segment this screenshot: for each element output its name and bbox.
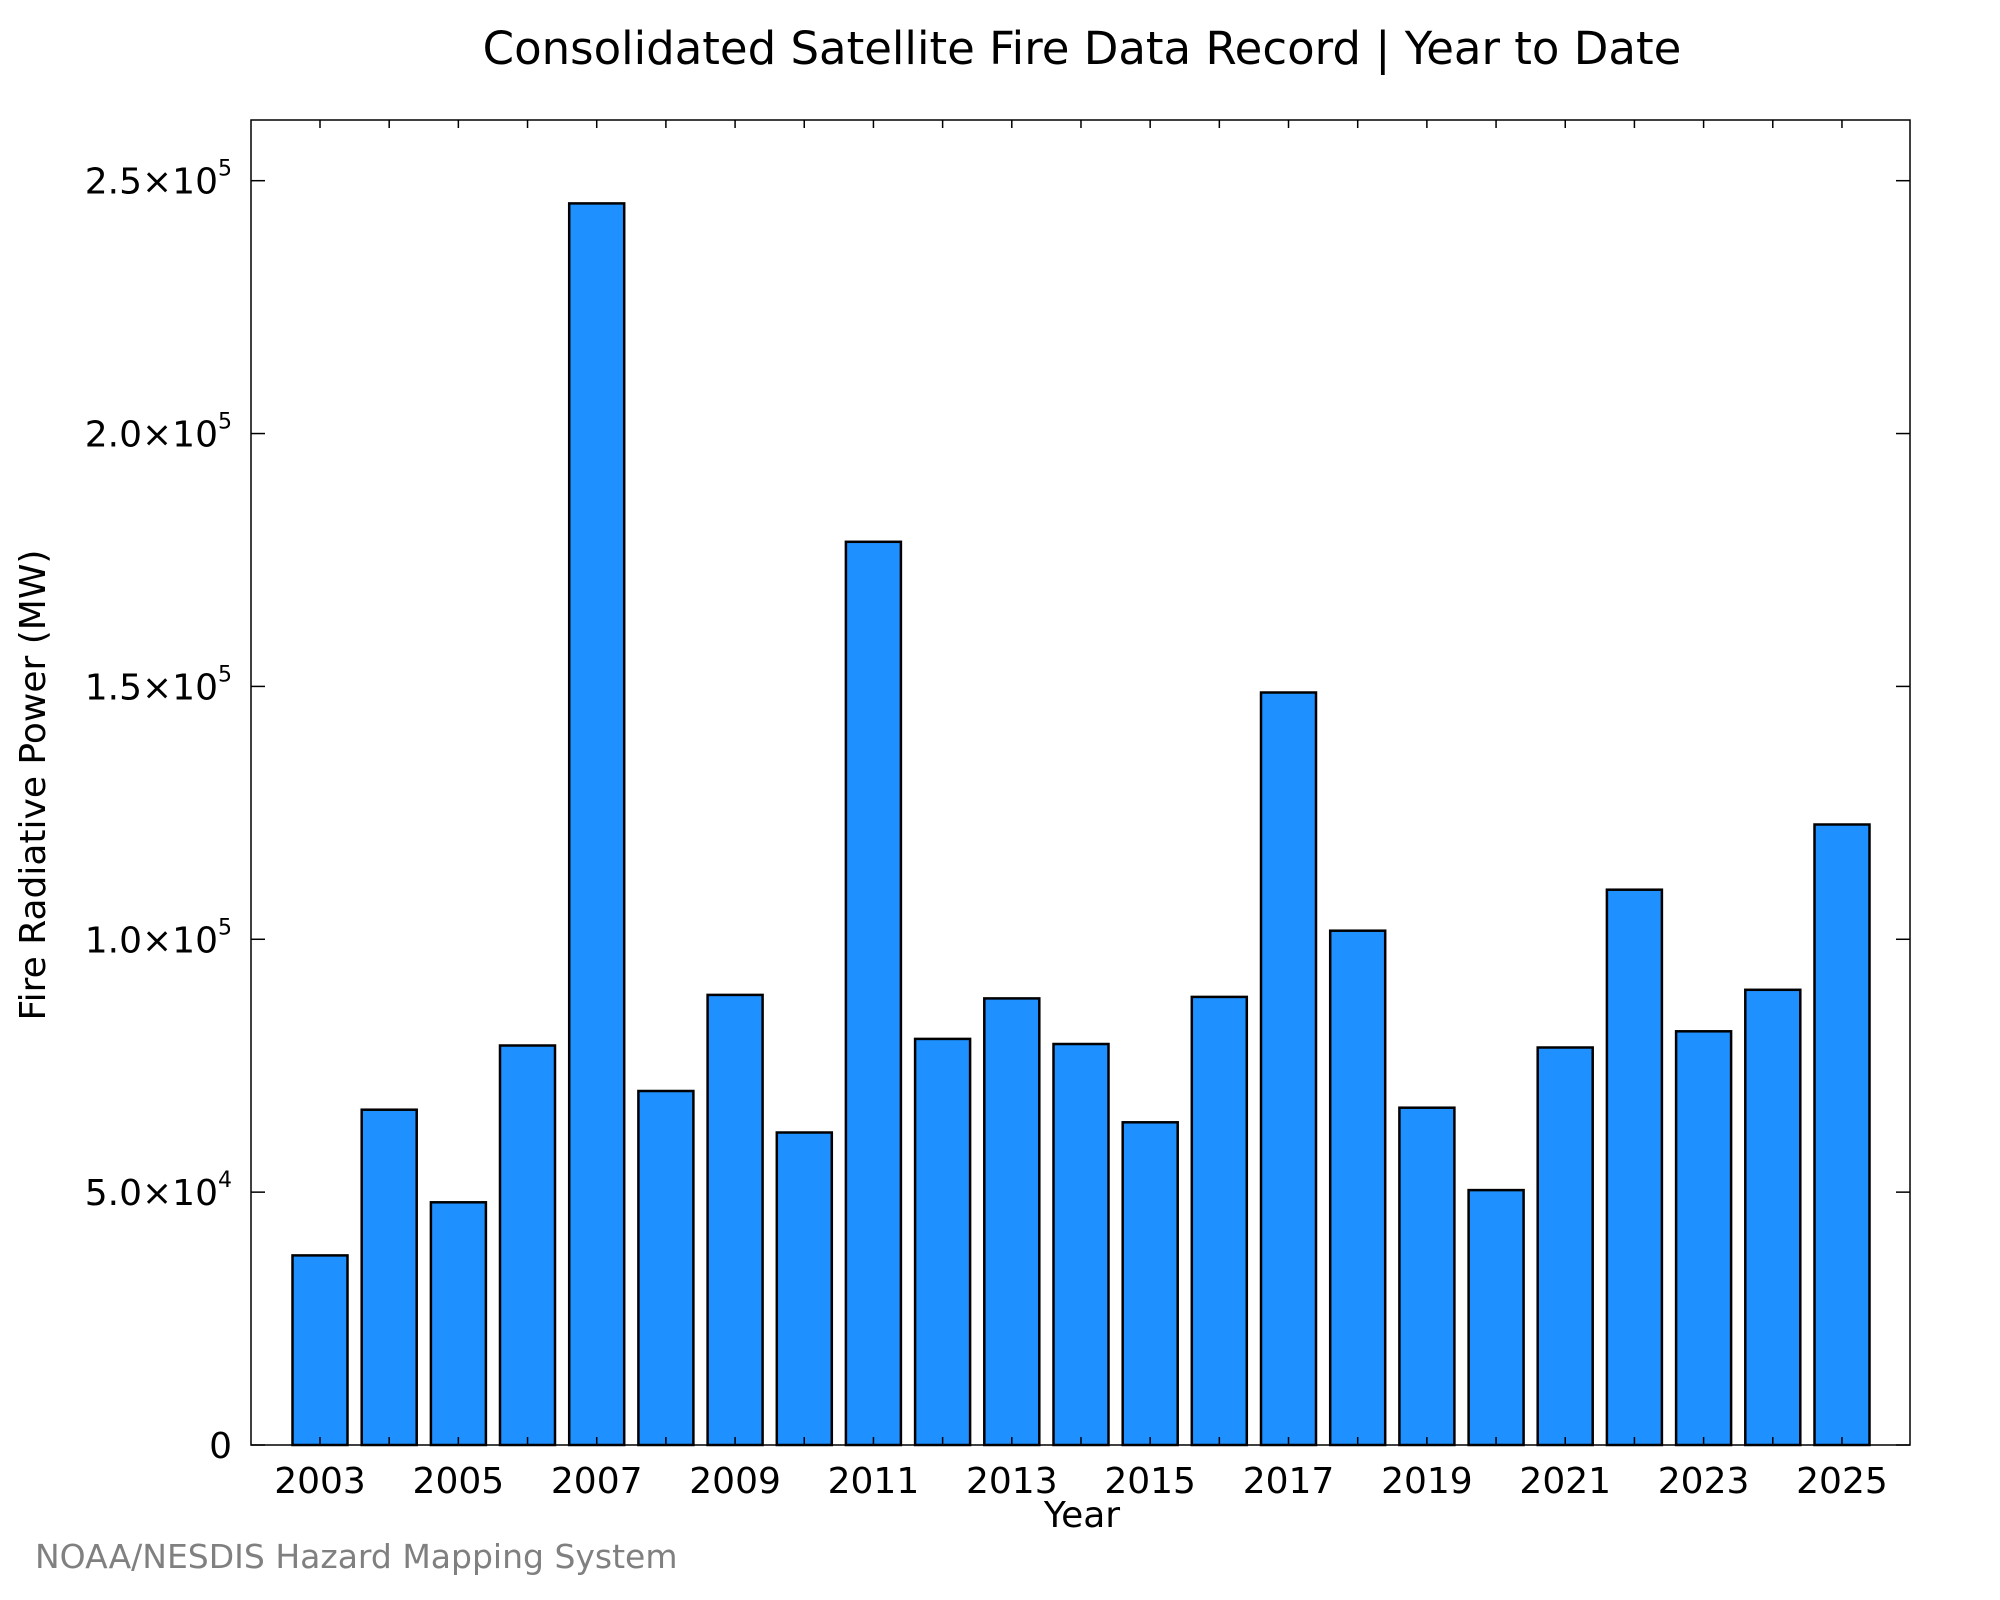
ticks-group	[251, 120, 1910, 1446]
bar-2020	[1467, 1188, 1525, 1447]
bar-2017	[1259, 691, 1318, 1447]
bar-2019	[1398, 1106, 1456, 1447]
bar-2015	[1121, 1121, 1179, 1447]
y-tick-label: 2.0×105	[85, 410, 232, 456]
y-tick-label: 0	[209, 1426, 232, 1467]
x-tick-label-2007: 2007	[551, 1461, 643, 1502]
x-tick-label-2025: 2025	[1796, 1461, 1888, 1502]
x-tick-label-2019: 2019	[1381, 1461, 1473, 1502]
bar-2006	[498, 1044, 557, 1447]
x-tick-label-2015: 2015	[1104, 1461, 1196, 1502]
y-tick-label: 1.5×105	[85, 662, 232, 708]
bar-2012	[913, 1037, 972, 1447]
x-tick-labels: 2003 2005 2007 2009 2011 2013 2015 2017 2019 2021…	[274, 1461, 1888, 1502]
bar-2008	[637, 1089, 695, 1447]
bar-2009	[706, 993, 764, 1447]
source-credit: NOAA/NESDIS Hazard Mapping System	[35, 1537, 678, 1576]
x-tick-label-2009: 2009	[689, 1461, 781, 1502]
bar-2024	[1744, 988, 1802, 1447]
y-tick-label: 2.5×105	[85, 157, 232, 203]
bar-2025	[1813, 823, 1871, 1447]
x-tick-label-2013: 2013	[966, 1461, 1058, 1502]
bar-2003	[291, 1254, 349, 1447]
x-tick-label-2011: 2011	[828, 1461, 920, 1502]
bar-2007	[567, 202, 626, 1447]
x-tick-label-2003: 2003	[274, 1461, 366, 1502]
x-axis-label: Year	[1043, 1495, 1120, 1536]
x-tick-label-2021: 2021	[1519, 1461, 1611, 1502]
y-axis-label: Fire Radiative Power (MW)	[13, 550, 54, 1021]
bar-2023	[1674, 1030, 1733, 1447]
bar-2014	[1052, 1042, 1110, 1447]
bar-2005	[429, 1201, 488, 1447]
bars-group	[291, 202, 1871, 1447]
bar-2004	[360, 1108, 418, 1447]
y-tick-labels: 0 5.0×104 1.0×105 1.5×105 2.0×105 2.5×105	[85, 157, 232, 1467]
bar-2022	[1605, 888, 1664, 1447]
y-tick-label: 1.0×105	[85, 915, 232, 961]
chart-title: Consolidated Satellite Fire Data Record …	[483, 22, 1682, 75]
bar-2021	[1536, 1046, 1594, 1447]
x-tick-label-2017: 2017	[1243, 1461, 1335, 1502]
bar-2018	[1328, 929, 1387, 1447]
bar-2016	[1190, 995, 1249, 1447]
bar-2010	[775, 1131, 834, 1447]
bar-2011	[844, 540, 903, 1447]
bar-2013	[983, 997, 1041, 1447]
y-tick-label: 5.0×104	[85, 1168, 232, 1214]
x-tick-label-2005: 2005	[413, 1461, 505, 1502]
x-tick-label-2023: 2023	[1658, 1461, 1750, 1502]
